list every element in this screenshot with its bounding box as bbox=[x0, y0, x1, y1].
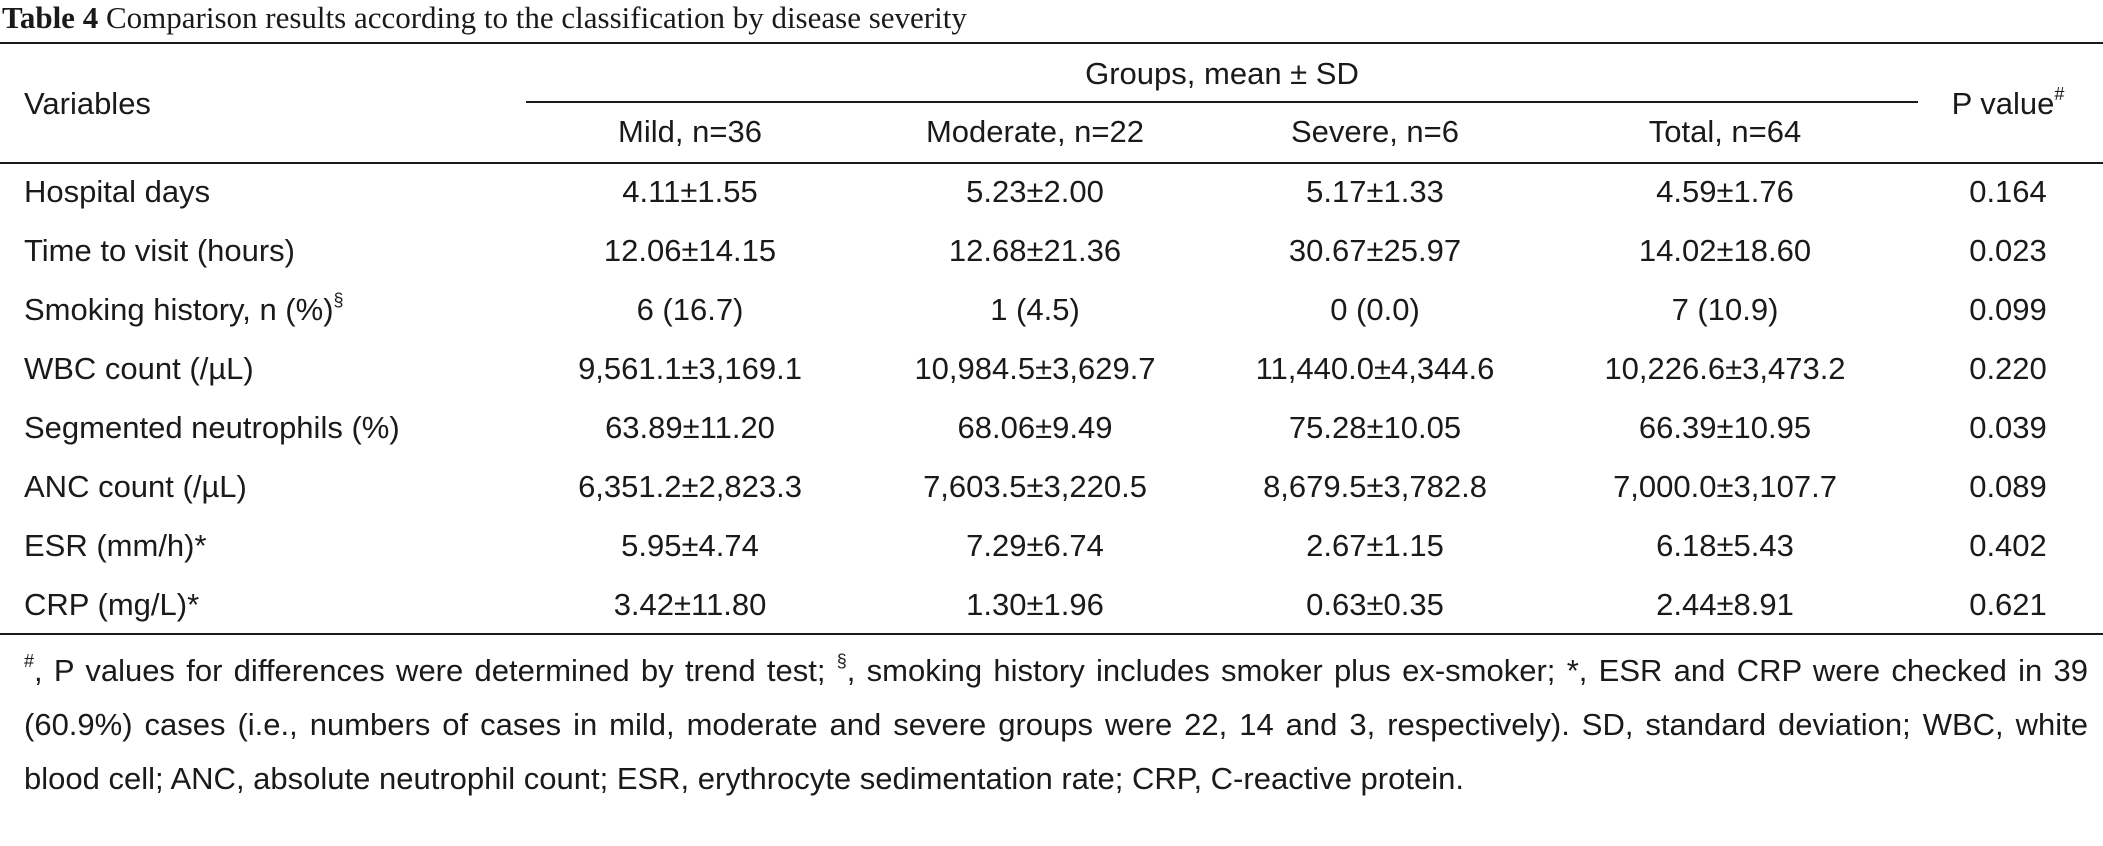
row-severe: 75.28±10.05 bbox=[1288, 410, 1462, 445]
row-total: 2.44±8.91 bbox=[1656, 587, 1794, 622]
row-variable: Hospital days bbox=[24, 174, 211, 209]
row-severe: 11,440.0±4,344.6 bbox=[1255, 351, 1495, 386]
row-moderate: 10,984.5±3,629.7 bbox=[914, 351, 1156, 386]
table-footnote: #, P values for differences were determi… bbox=[24, 644, 2088, 806]
row-severe: 0 (0.0) bbox=[1330, 292, 1420, 327]
row-variable: CRP (mg/L)* bbox=[24, 587, 200, 622]
table-caption: Table 4 Comparison results according to … bbox=[2, 0, 967, 36]
row-p-value: 0.023 bbox=[1969, 233, 2047, 268]
row-moderate: 12.68±21.36 bbox=[948, 233, 1122, 268]
row-severe: 30.67±25.97 bbox=[1288, 233, 1462, 268]
footnote-text-2: , smoking history includes smoker plus e… bbox=[24, 653, 2089, 796]
row-variable: Smoking history, n (%)§ bbox=[24, 290, 524, 330]
row-variable: Time to visit (hours) bbox=[24, 233, 296, 268]
row-variable: Segmented neutrophils (%) bbox=[24, 410, 400, 445]
row-total: 6.18±5.43 bbox=[1656, 528, 1794, 563]
row-variable: WBC count (/µL) bbox=[24, 351, 254, 386]
row-severe: 5.17±1.33 bbox=[1306, 174, 1444, 209]
row-severe: 8,679.5±3,782.8 bbox=[1263, 469, 1487, 504]
header-variables: Variables bbox=[24, 86, 151, 121]
row-p-value: 0.039 bbox=[1969, 410, 2047, 445]
row-moderate: 68.06±9.49 bbox=[957, 410, 1113, 445]
row-variable-mark: § bbox=[333, 289, 344, 310]
header-group: Groups, mean ± SD bbox=[1085, 56, 1359, 91]
row-moderate: 5.23±2.00 bbox=[966, 174, 1104, 209]
row-p-value: 0.402 bbox=[1969, 528, 2047, 563]
row-total: 14.02±18.60 bbox=[1638, 233, 1812, 268]
row-variable: ESR (mm/h)* bbox=[24, 528, 207, 563]
row-mild: 5.95±4.74 bbox=[621, 528, 759, 563]
footnote-mark-hash: # bbox=[24, 650, 35, 671]
row-mild: 3.42±11.80 bbox=[613, 587, 767, 622]
row-p-value: 0.164 bbox=[1969, 174, 2047, 209]
row-mild: 6,351.2±2,823.3 bbox=[578, 469, 802, 504]
header-col-mild: Mild, n=36 bbox=[618, 114, 762, 149]
header-p-value: P value# bbox=[1928, 84, 2088, 124]
row-mild: 9,561.1±3,169.1 bbox=[578, 351, 802, 386]
table-caption-text: Comparison results according to the clas… bbox=[98, 0, 967, 35]
row-mild: 4.11±1.55 bbox=[622, 174, 758, 209]
row-p-value: 0.099 bbox=[1969, 292, 2047, 327]
row-p-value: 0.089 bbox=[1969, 469, 2047, 504]
row-total: 4.59±1.76 bbox=[1656, 174, 1794, 209]
row-variable-label: Smoking history, n (%) bbox=[24, 292, 334, 327]
row-total: 66.39±10.95 bbox=[1638, 410, 1812, 445]
header-rule bbox=[0, 162, 2103, 164]
bottom-rule bbox=[0, 633, 2103, 635]
row-mild: 12.06±14.15 bbox=[603, 233, 777, 268]
row-moderate: 7.29±6.74 bbox=[966, 528, 1104, 563]
row-moderate: 1.30±1.96 bbox=[966, 587, 1104, 622]
row-p-value: 0.220 bbox=[1969, 351, 2047, 386]
table-caption-label: Table 4 bbox=[2, 0, 99, 35]
header-col-total: Total, n=64 bbox=[1648, 114, 1802, 149]
footnote-text-1: , P values for differences were determin… bbox=[34, 653, 837, 688]
header-p-value-label: P value bbox=[1951, 86, 2055, 121]
row-severe: 2.67±1.15 bbox=[1306, 528, 1444, 563]
top-rule bbox=[0, 42, 2103, 44]
row-total: 7 (10.9) bbox=[1671, 292, 1779, 327]
row-moderate: 1 (4.5) bbox=[990, 292, 1080, 327]
row-moderate: 7,603.5±3,220.5 bbox=[923, 469, 1147, 504]
row-total: 10,226.6±3,473.2 bbox=[1604, 351, 1846, 386]
row-mild: 63.89±11.20 bbox=[605, 410, 775, 445]
row-variable: ANC count (/µL) bbox=[24, 469, 247, 504]
row-total: 7,000.0±3,107.7 bbox=[1613, 469, 1837, 504]
footnote-mark-section: § bbox=[836, 650, 847, 671]
group-rule bbox=[526, 101, 1918, 103]
row-p-value: 0.621 bbox=[1969, 587, 2047, 622]
row-severe: 0.63±0.35 bbox=[1306, 587, 1444, 622]
row-mild: 6 (16.7) bbox=[636, 292, 744, 327]
header-col-moderate: Moderate, n=22 bbox=[925, 114, 1144, 149]
header-p-value-mark: # bbox=[2054, 83, 2065, 104]
header-col-severe: Severe, n=6 bbox=[1290, 114, 1460, 149]
